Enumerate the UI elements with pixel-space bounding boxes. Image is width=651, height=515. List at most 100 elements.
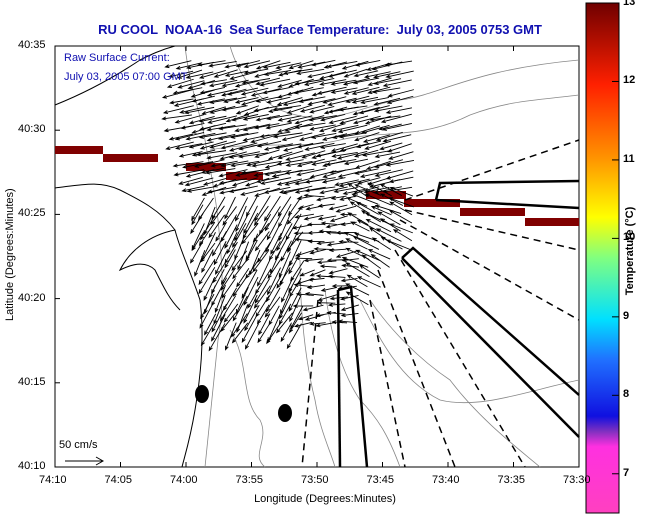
current-vector: [277, 150, 304, 160]
box-east: [434, 179, 580, 201]
y-axis-label: Latitude (Degrees:Minutes): [4, 188, 16, 321]
current-vector: [307, 239, 325, 244]
current-vector: [266, 213, 282, 241]
current-vector: [186, 186, 215, 193]
current-vector: [198, 267, 216, 295]
scale-arrow-label: 50 cm/s: [59, 439, 98, 451]
current-vector: [224, 196, 236, 220]
current-vector: [284, 177, 313, 186]
current-vector: [209, 97, 238, 105]
current-vector: [219, 187, 247, 195]
current-vector: [338, 178, 370, 188]
current-vector: [353, 70, 379, 78]
current-vector: [238, 142, 269, 151]
current-vector: [200, 322, 215, 347]
current-vector: [201, 106, 226, 115]
current-vector: [346, 274, 368, 288]
current-vector: [232, 295, 248, 322]
current-vector: [363, 71, 391, 79]
annotation-line1: Raw Surface Current:: [64, 52, 170, 64]
current-vector: [268, 107, 293, 113]
current-vector: [195, 150, 227, 157]
current-vector: [198, 115, 227, 123]
box-southeast-inner: [401, 257, 580, 438]
current-vector: [281, 132, 313, 142]
current-vector: [229, 71, 258, 80]
current-vector: [258, 313, 271, 336]
coastline-bay: [118, 229, 181, 311]
colorbar-tick-label: 12: [623, 74, 636, 87]
y-tick-label: 40:15: [18, 375, 46, 388]
current-vector: [318, 229, 337, 234]
current-vector: [230, 132, 259, 139]
current-vector: [385, 70, 414, 79]
current-vector: [377, 211, 401, 226]
current-vector: [221, 105, 248, 112]
current-vector: [190, 241, 204, 264]
current-vector: [168, 133, 194, 141]
colorbar-label: Temperature (°C): [624, 206, 636, 296]
current-vector: [385, 239, 412, 251]
current-vector: [304, 177, 336, 184]
current-vector: [254, 278, 271, 304]
current-vector: [330, 79, 357, 86]
current-vector: [185, 71, 214, 79]
current-vector: [264, 296, 281, 318]
current-vector: [330, 143, 358, 153]
current-vector: [338, 239, 359, 244]
sst-patch: [226, 172, 263, 180]
current-vector: [274, 143, 302, 150]
current-vector: [199, 122, 227, 131]
current-vector: [250, 134, 280, 144]
current-vector: [208, 323, 226, 352]
current-vector: [326, 61, 358, 69]
current-vector: [275, 62, 302, 70]
x-axis-label: Longitude (Degrees:Minutes): [254, 493, 396, 505]
current-vector: [208, 61, 237, 68]
current-vector: [213, 69, 238, 78]
current-vector: [173, 169, 205, 177]
current-vector: [188, 141, 214, 149]
annotation-line2: July 03, 2005 07:00 GMT: [64, 71, 188, 83]
current-vector: [317, 215, 337, 221]
colorbar-tick-label: 9: [623, 309, 630, 322]
current-vector: [352, 106, 380, 116]
current-vector: [253, 285, 271, 309]
current-vector: [294, 256, 313, 261]
current-vector: [366, 160, 391, 170]
current-vector: [320, 221, 337, 226]
current-vector: [319, 143, 346, 150]
current-vector: [382, 134, 412, 143]
current-vector: [369, 115, 401, 122]
current-vector: [337, 124, 368, 134]
current-vector: [241, 223, 259, 245]
current-vector: [319, 264, 337, 269]
current-vector: [181, 185, 205, 193]
current-vector: [355, 201, 379, 215]
current-vector: [320, 287, 337, 292]
current-vector: [347, 212, 369, 226]
y-tick-label: 40:10: [18, 460, 46, 472]
current-vector: [282, 97, 314, 107]
current-vector: [317, 260, 337, 265]
contour-line: [229, 45, 580, 118]
current-vector: [311, 159, 337, 166]
current-vector: [296, 68, 325, 76]
current-vector: [257, 259, 271, 287]
current-vector: [240, 187, 270, 196]
current-vector: [294, 115, 325, 125]
current-vector: [347, 182, 368, 198]
current-vector: [228, 185, 258, 194]
x-tick-label: 73:45: [366, 474, 395, 486]
current-vector: [339, 212, 357, 217]
current-vector: [225, 113, 250, 123]
current-vector: [254, 149, 280, 158]
current-vector: [191, 197, 205, 221]
current-vector: [289, 294, 302, 323]
current-vector: [309, 249, 327, 255]
current-vector: [294, 213, 314, 219]
current-vector: [309, 321, 326, 326]
current-vector: [327, 69, 357, 78]
current-vectors: [161, 59, 415, 352]
current-vector: [367, 86, 391, 94]
